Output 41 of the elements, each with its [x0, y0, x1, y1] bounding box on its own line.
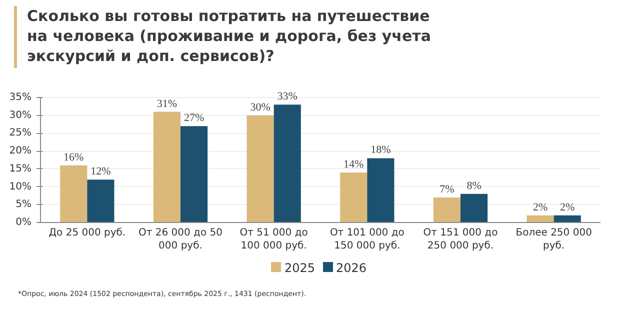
y-tick-label: 20% — [9, 146, 32, 157]
bar — [60, 165, 88, 222]
bar — [246, 115, 274, 222]
text: 7% — [440, 184, 454, 196]
text: 31% — [156, 98, 178, 110]
text: 14% — [344, 158, 364, 170]
text: 27% — [184, 112, 204, 124]
y-tick-label: 5% — [16, 199, 32, 210]
x-tick-label: От 101 000 до 150 000 руб. — [330, 228, 404, 252]
bar — [153, 112, 180, 222]
bar — [87, 180, 114, 222]
bar — [367, 158, 394, 222]
x-tick-label: От 26 000 до 50 000 руб. — [138, 228, 222, 252]
bar — [340, 172, 368, 222]
bar — [180, 126, 208, 222]
text: 18% — [370, 144, 391, 156]
bar — [554, 215, 581, 222]
y-tick-label: 10% — [9, 181, 32, 192]
text: 8% — [466, 180, 482, 192]
x-tick-label: От 51 000 до 100 000 руб. — [240, 228, 308, 252]
x-tick-label: От 151 000 до 250 000 руб. — [423, 228, 498, 252]
y-tick-label: 15% — [9, 163, 32, 174]
text: 33% — [277, 90, 298, 103]
bar — [460, 194, 488, 222]
bar — [274, 104, 301, 222]
text: 12% — [90, 166, 111, 178]
y-tick-label: 25% — [9, 128, 32, 139]
text: 16% — [64, 151, 84, 164]
bar — [526, 215, 554, 222]
x-tick-label: До 25 000 руб. — [48, 228, 126, 238]
x-tick-label: Более 250 000 руб. — [516, 228, 592, 252]
legend-label: 2025 — [284, 261, 315, 276]
text: 30% — [250, 101, 270, 114]
y-tick-label: 30% — [9, 110, 32, 121]
legend-label: 2026 — [336, 261, 367, 276]
chart-title: Сколько вы готовы потратить на путешествие на человека (проживание и дорога, без учета экскурсий и доп. сервисов)? — [27, 6, 432, 66]
bar — [433, 198, 460, 222]
y-tick-label: 35% — [9, 92, 32, 103]
y-tick-label: 0% — [16, 217, 32, 228]
text: 2% — [532, 201, 548, 214]
text: 2% — [560, 201, 575, 214]
